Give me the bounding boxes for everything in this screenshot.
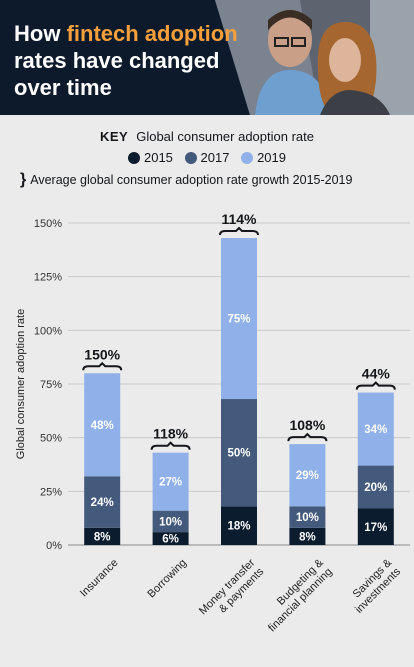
page-title: How fintech adoption rates have changed … — [14, 20, 244, 101]
growth-label: 108% — [289, 417, 325, 433]
growth-brace — [287, 432, 328, 442]
growth-label: 118% — [153, 426, 189, 442]
bar-segment-2017 — [221, 399, 257, 507]
data-label: 48% — [91, 420, 114, 432]
brace-icon: } — [20, 171, 27, 188]
bar-segment-2017 — [152, 510, 189, 533]
title-part2: rates have changed over time — [14, 48, 220, 100]
category-label: Savings &investments — [344, 556, 403, 615]
legend-item-2017: 2017 — [184, 148, 230, 168]
legend-dot-2019 — [241, 152, 254, 164]
bar-segment-2017 — [357, 465, 394, 509]
bar-segment-2015 — [221, 506, 257, 545]
bar-segment-2019 — [221, 238, 257, 400]
bar-segment-2015 — [289, 527, 326, 545]
bar-segment-2019 — [289, 444, 326, 507]
data-label: 18% — [227, 521, 250, 533]
category-label: Insurance — [78, 557, 121, 600]
legend-growth-text: Average global consumer adoption rate gr… — [30, 173, 353, 187]
data-label: 6% — [162, 534, 179, 546]
legend-label-2019: 2019 — [257, 150, 286, 165]
data-label: 27% — [159, 477, 182, 489]
y-tick-label: 100% — [34, 325, 62, 337]
legend-key-text: Global consumer adoption rate — [136, 129, 314, 144]
data-label: 75% — [227, 314, 250, 326]
y-tick-label: 50% — [40, 433, 62, 445]
data-label: 34% — [364, 424, 387, 436]
legend-swatch-row: 2015 2017 2019 — [0, 148, 414, 168]
data-label: 50% — [227, 448, 250, 460]
growth-brace — [150, 441, 191, 450]
category-label-line: Borrowing — [145, 557, 189, 601]
category-label: Borrowing — [145, 557, 189, 601]
growth-label: 150% — [84, 346, 120, 362]
bar-segment-2019 — [357, 392, 394, 466]
y-tick-label: 150% — [34, 218, 62, 230]
bar-segment-2015 — [357, 508, 394, 545]
data-label: 24% — [91, 497, 114, 509]
y-axis-label: Global consumer adoption rate — [15, 309, 27, 459]
legend-key-label: KEY — [99, 129, 129, 144]
category-label-line: Insurance — [78, 557, 121, 600]
bar-segment-2015 — [152, 532, 189, 545]
legend-item-2019: 2019 — [241, 148, 286, 168]
data-label: 10% — [296, 512, 319, 524]
data-label: 8% — [299, 531, 316, 543]
legend-item-2015: 2015 — [127, 148, 173, 168]
data-label: 8% — [94, 531, 111, 543]
growth-brace — [355, 381, 396, 390]
legend-dot-2017 — [184, 152, 197, 164]
header-banner: How fintech adoption rates have changed … — [0, 0, 414, 115]
growth-label: 44% — [362, 366, 391, 382]
legend-growth-row: } Average global consumer adoption rate g… — [0, 170, 414, 190]
legend-label-2017: 2017 — [200, 150, 230, 165]
legend-key-row: KEY Global consumer adoption rate — [0, 128, 414, 146]
header-photo — [215, 0, 414, 115]
bar-segment-2017 — [84, 476, 121, 528]
data-label: 20% — [364, 482, 387, 494]
bar-segment-2019 — [152, 452, 189, 511]
y-tick-label: 75% — [40, 379, 62, 391]
growth-brace — [82, 361, 123, 371]
legend-label-2015: 2015 — [143, 150, 173, 165]
legend-dot-2015 — [127, 152, 140, 164]
title-highlight: fintech adoption — [66, 21, 238, 46]
chart-legend: KEY Global consumer adoption rate 2015 20… — [0, 128, 414, 190]
category-label: Money transfer& payments — [197, 557, 267, 627]
data-label: 29% — [296, 470, 319, 482]
y-tick-label: 125% — [34, 272, 62, 284]
category-label: Budgeting &financial planning — [257, 556, 335, 634]
bar-segment-2015 — [84, 527, 121, 545]
y-tick-label: 0% — [46, 540, 62, 552]
title-part1: How — [14, 21, 67, 46]
bar-segment-2017 — [289, 506, 326, 528]
data-label: 17% — [364, 522, 387, 534]
growth-label: 114% — [221, 211, 257, 227]
data-label: 10% — [159, 516, 182, 528]
y-tick-label: 25% — [40, 486, 62, 498]
bar-segment-2019 — [84, 373, 121, 477]
growth-brace — [219, 226, 259, 236]
